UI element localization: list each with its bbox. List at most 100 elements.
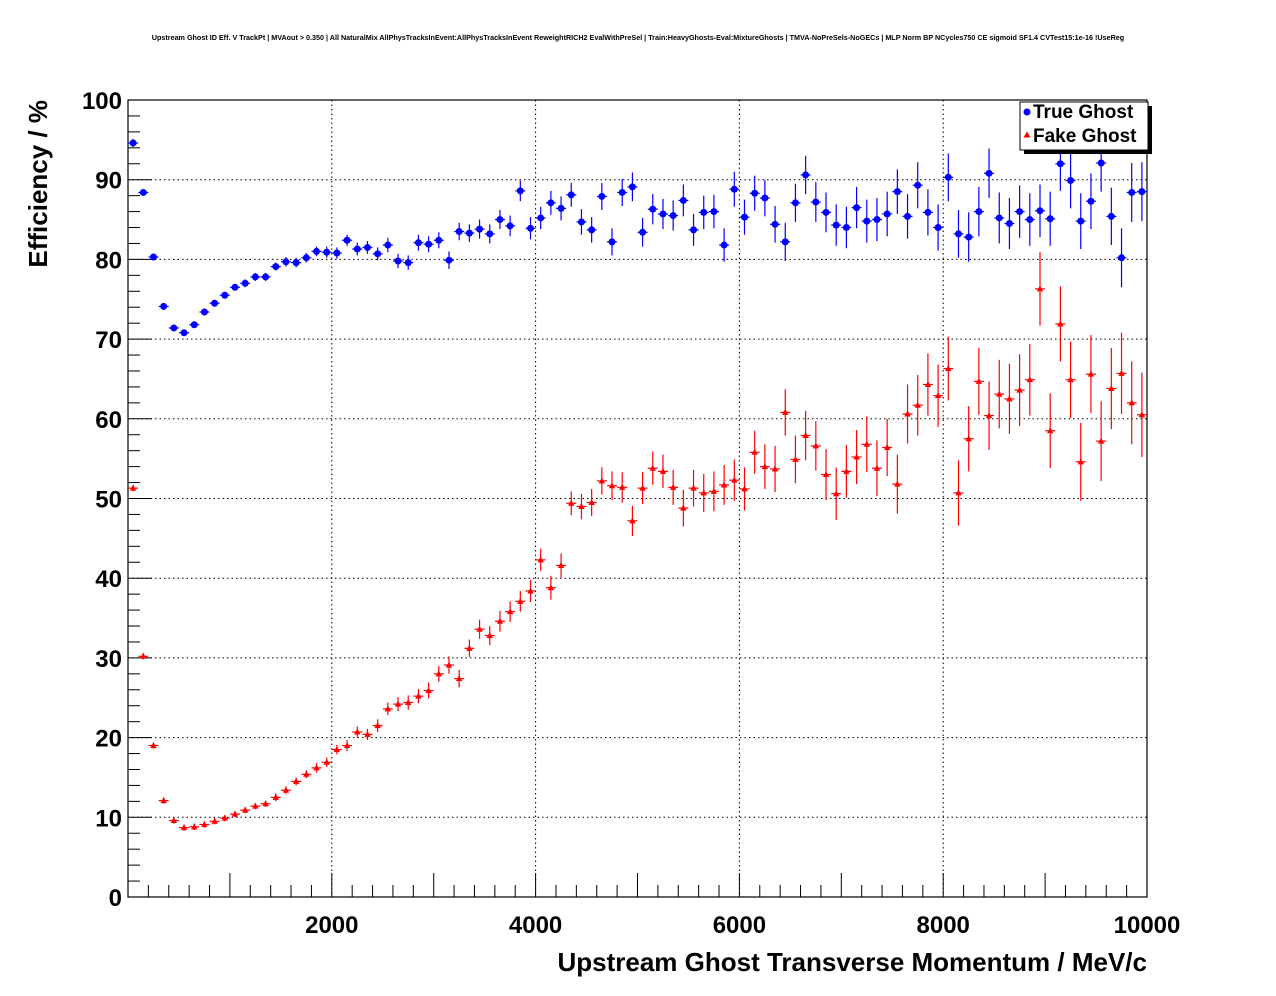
data-point — [1087, 370, 1095, 377]
data-point — [435, 236, 443, 244]
data-point — [985, 412, 993, 419]
data-point — [853, 204, 861, 212]
data-point — [710, 487, 718, 494]
data-point — [384, 705, 392, 712]
data-point — [455, 228, 463, 236]
data-point — [149, 253, 157, 261]
data-point — [1107, 212, 1115, 220]
data-point — [323, 758, 330, 765]
data-point — [343, 236, 351, 244]
data-point — [771, 220, 779, 228]
data-point — [150, 742, 157, 749]
grid-lines — [128, 100, 1147, 897]
data-point — [914, 181, 922, 189]
data-point — [1067, 376, 1074, 383]
x-tick-label: 10000 — [1114, 912, 1181, 939]
data-point — [873, 216, 881, 224]
data-point — [140, 652, 147, 659]
data-series — [128, 134, 1147, 831]
data-point — [1138, 188, 1146, 196]
data-point — [995, 214, 1003, 222]
data-point — [129, 484, 137, 491]
data-point — [904, 212, 912, 220]
data-point — [965, 435, 972, 442]
data-point — [282, 786, 290, 793]
y-tick-label: 50 — [95, 487, 122, 514]
y-tick-label: 100 — [82, 88, 122, 115]
data-point — [180, 329, 188, 337]
data-point — [486, 632, 493, 639]
data-point — [445, 661, 453, 668]
data-point — [567, 191, 575, 199]
data-point — [170, 324, 178, 332]
data-point — [996, 390, 1003, 397]
data-point — [700, 489, 707, 496]
data-point — [414, 239, 422, 247]
data-point — [262, 800, 269, 807]
data-point — [262, 273, 270, 281]
data-point — [985, 169, 993, 177]
data-point — [649, 205, 657, 213]
data-point — [251, 273, 259, 281]
data-point — [791, 199, 799, 207]
data-point — [425, 687, 432, 694]
data-point — [537, 556, 544, 563]
data-point — [802, 171, 810, 179]
data-point — [1108, 385, 1115, 392]
data-point — [802, 432, 809, 439]
data-point — [568, 499, 575, 506]
data-point — [659, 467, 667, 474]
data-point — [781, 238, 789, 246]
data-point — [1097, 159, 1105, 167]
data-point — [466, 644, 473, 651]
data-point — [547, 199, 555, 207]
data-point — [231, 810, 239, 817]
data-point — [221, 291, 229, 299]
data-point — [1138, 411, 1146, 418]
data-point — [1026, 216, 1034, 224]
x-tick-labels: 2000 4000 6000 8000 10000 — [305, 912, 1180, 939]
data-point — [883, 443, 891, 450]
plot-frame — [127, 99, 1148, 898]
data-point — [914, 401, 921, 408]
data-point — [1046, 215, 1054, 223]
data-point — [710, 208, 718, 216]
data-point — [1006, 395, 1013, 402]
data-point — [496, 617, 504, 624]
y-tick-label: 80 — [95, 247, 122, 274]
data-point — [1005, 220, 1013, 228]
data-point — [588, 226, 596, 234]
data-point — [680, 504, 687, 511]
data-point — [455, 675, 463, 682]
data-point — [904, 410, 911, 417]
data-point — [598, 192, 606, 200]
data-point — [924, 208, 932, 216]
data-point — [506, 608, 514, 615]
data-point — [486, 230, 494, 238]
data-point — [353, 245, 361, 253]
x-tick-label: 8000 — [917, 912, 970, 939]
data-point — [1077, 217, 1085, 225]
data-point — [415, 692, 422, 699]
data-point — [1046, 427, 1054, 434]
data-point — [832, 221, 840, 229]
data-point — [445, 256, 453, 264]
data-point — [405, 699, 412, 706]
data-point — [934, 392, 942, 399]
data-point — [1016, 386, 1023, 393]
data-point — [302, 254, 310, 262]
data-point — [608, 482, 616, 489]
data-point — [690, 484, 697, 491]
data-point — [669, 212, 677, 220]
data-point — [833, 490, 840, 497]
data-point — [241, 279, 249, 287]
data-point — [476, 225, 484, 233]
data-point — [272, 263, 280, 271]
data-point — [792, 455, 799, 462]
x-tick-label: 4000 — [509, 912, 562, 939]
data-point — [1128, 188, 1136, 196]
data-point — [740, 213, 748, 221]
data-point — [954, 230, 962, 238]
data-point — [731, 476, 738, 483]
data-point — [1067, 176, 1075, 184]
